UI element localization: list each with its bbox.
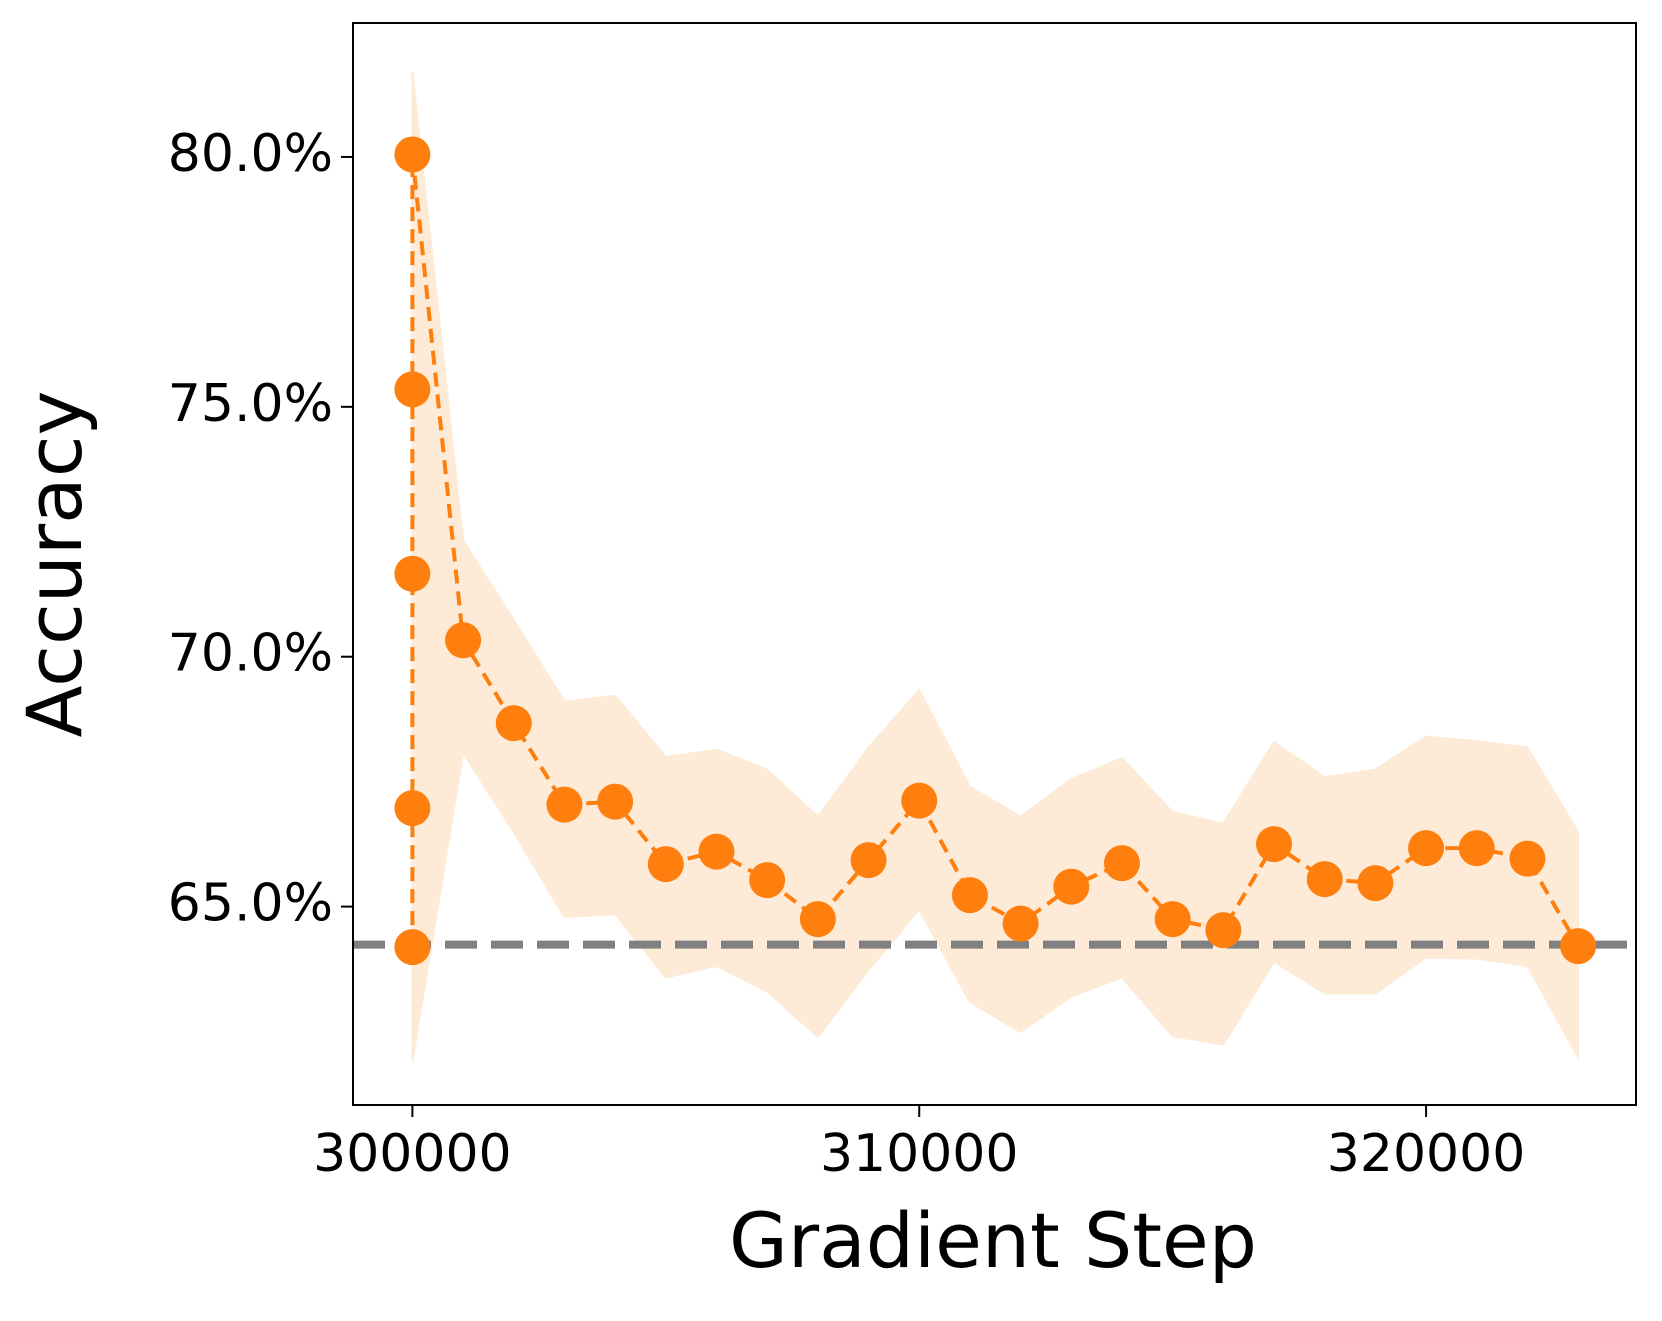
y-tick-label: 65.0%: [168, 874, 333, 934]
y-tick-label: 75.0%: [168, 374, 333, 434]
data-point: [1509, 840, 1546, 877]
data-point: [951, 877, 988, 914]
data-point: [394, 929, 431, 966]
x-tick-label: 310000: [820, 1124, 1019, 1184]
x-tick-label: 300000: [313, 1124, 512, 1184]
data-point: [1002, 905, 1039, 942]
data-point: [546, 786, 583, 823]
data-point: [445, 622, 482, 659]
data-point: [1458, 830, 1495, 867]
y-tick-label: 70.0%: [168, 624, 333, 684]
data-point: [1154, 901, 1191, 938]
data-point: [1560, 928, 1597, 965]
data-point: [1256, 826, 1293, 863]
data-point: [850, 842, 887, 879]
data-point: [394, 555, 431, 592]
y-tick-label: 80.0%: [168, 124, 333, 184]
x-axis-label: Gradient Step: [729, 1196, 1257, 1285]
data-line: [410, 154, 1580, 948]
data-point: [597, 783, 634, 820]
y-axis-label: Accuracy: [10, 391, 99, 738]
data-point: [1053, 868, 1090, 905]
data-point: [1103, 845, 1140, 882]
data-point: [495, 705, 532, 742]
data-point: [1357, 865, 1394, 902]
data-point: [394, 790, 431, 827]
data-point: [901, 782, 938, 819]
data-point: [394, 371, 431, 408]
data-point: [1408, 830, 1445, 867]
error-band: [411, 71, 1580, 1062]
data-point: [394, 136, 431, 173]
data-point: [1306, 861, 1343, 898]
data-point: [799, 901, 836, 938]
data-point: [749, 862, 786, 899]
data-point: [1205, 912, 1242, 949]
data-point: [698, 833, 735, 870]
x-tick-label: 320000: [1327, 1124, 1526, 1184]
plot-frame: [352, 22, 1637, 1106]
data-point: [647, 846, 684, 883]
